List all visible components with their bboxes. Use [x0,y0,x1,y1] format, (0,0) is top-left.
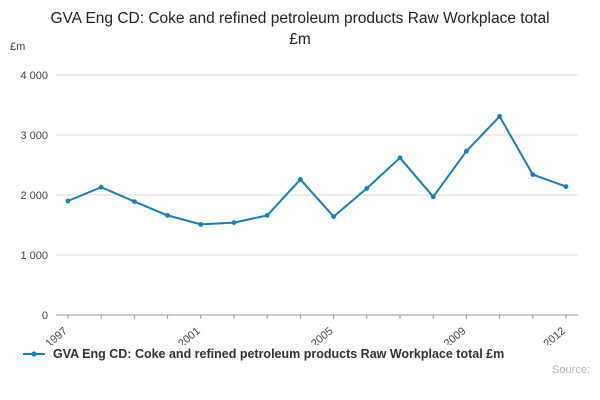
legend-line-marker-icon [23,351,45,357]
data-point-marker [264,212,270,218]
source-label: Source: [552,363,590,376]
legend: GVA Eng CD: Coke and refined petroleum p… [0,345,600,361]
y-tick-label: 4 000 [20,70,48,82]
x-tick-label: 1997 [43,325,69,345]
x-tick-label: 2009 [442,325,468,345]
x-tick-label: 2012 [541,325,567,345]
data-point-marker [98,184,104,190]
y-tick-label: 1 000 [20,250,48,262]
data-series-line [67,115,567,226]
x-tick-label: 2001 [176,325,202,345]
data-point-marker [298,176,303,182]
y-tick-label: 3 000 [20,130,48,142]
data-point-marker [132,199,137,204]
data-point-marker [165,212,171,218]
data-point-marker [563,184,569,189]
line-chart: 0 1 000 2 000 3 000 4 000 1997 2001 2005 2009 201… [20,70,578,345]
data-point-marker [331,214,336,219]
data-point-marker [65,198,71,204]
legend-series-label: GVA Eng CD: Coke and refined petroleum p… [53,346,505,361]
data-point-marker [364,185,370,191]
chart-title: GVA Eng CD: Coke and refined petroleum p… [50,10,550,48]
data-point-marker [198,221,204,227]
data-point-marker [430,194,436,200]
y-axis-unit-label: £m [10,41,26,53]
data-point-marker [231,220,237,225]
data-point-marker [397,155,403,161]
y-tick-label: 2 000 [20,190,48,202]
data-point-marker [497,113,502,119]
y-tick-label: 0 [42,310,48,322]
data-point-marker [464,148,469,154]
x-tick-label: 2005 [309,325,335,345]
data-point-marker [530,172,536,177]
